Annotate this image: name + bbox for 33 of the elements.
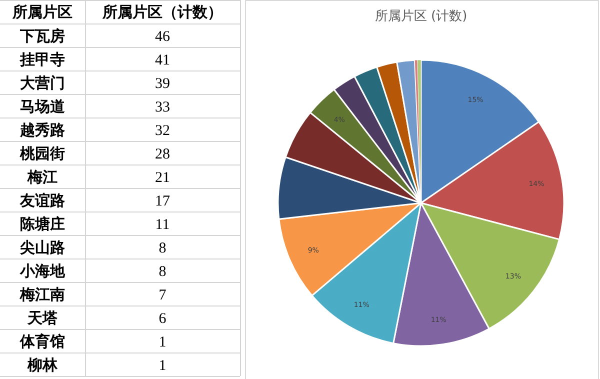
category-label: 大营门: [20, 74, 65, 92]
data-label: 46: [155, 28, 170, 45]
category-label: 柳林: [26, 356, 58, 374]
text: 所属片区（计数）: [102, 2, 222, 21]
category-label: 梅江南: [19, 285, 65, 304]
category-label: 马场道: [20, 97, 66, 116]
category-label: 友谊路: [19, 191, 65, 210]
category-label: 体育馆: [19, 332, 65, 350]
data-label: 41: [155, 52, 170, 68]
data-label: 32: [155, 122, 170, 139]
category-label: 下瓦房: [19, 26, 65, 45]
data-label: 8: [158, 264, 166, 280]
category-label: 桃园街: [19, 144, 65, 162]
data-label: 6: [158, 310, 167, 327]
data-label: 11: [155, 216, 170, 233]
data-label: 21: [155, 170, 170, 186]
category-label: 天塔: [26, 308, 58, 327]
data-label: 1: [158, 334, 166, 350]
category-label: 梅江: [26, 168, 58, 186]
data-label: 7: [158, 287, 167, 304]
data-label: 17: [155, 193, 170, 210]
category-label: 越秀路: [19, 120, 65, 139]
category-label: 挂甲寺: [19, 50, 65, 68]
data-label: 39: [155, 76, 170, 92]
category-label: 陈塘庄: [20, 214, 65, 233]
category-label: 小海地: [19, 262, 66, 280]
data-label: 8: [158, 240, 166, 256]
text: 所属片区: [12, 2, 72, 21]
category-label: 尖山路: [19, 238, 65, 256]
chart-title: 所属片区 (计数): [374, 9, 468, 24]
data-label: 28: [155, 146, 170, 162]
data-label: 1: [158, 358, 166, 374]
data-label: 33: [155, 99, 170, 116]
